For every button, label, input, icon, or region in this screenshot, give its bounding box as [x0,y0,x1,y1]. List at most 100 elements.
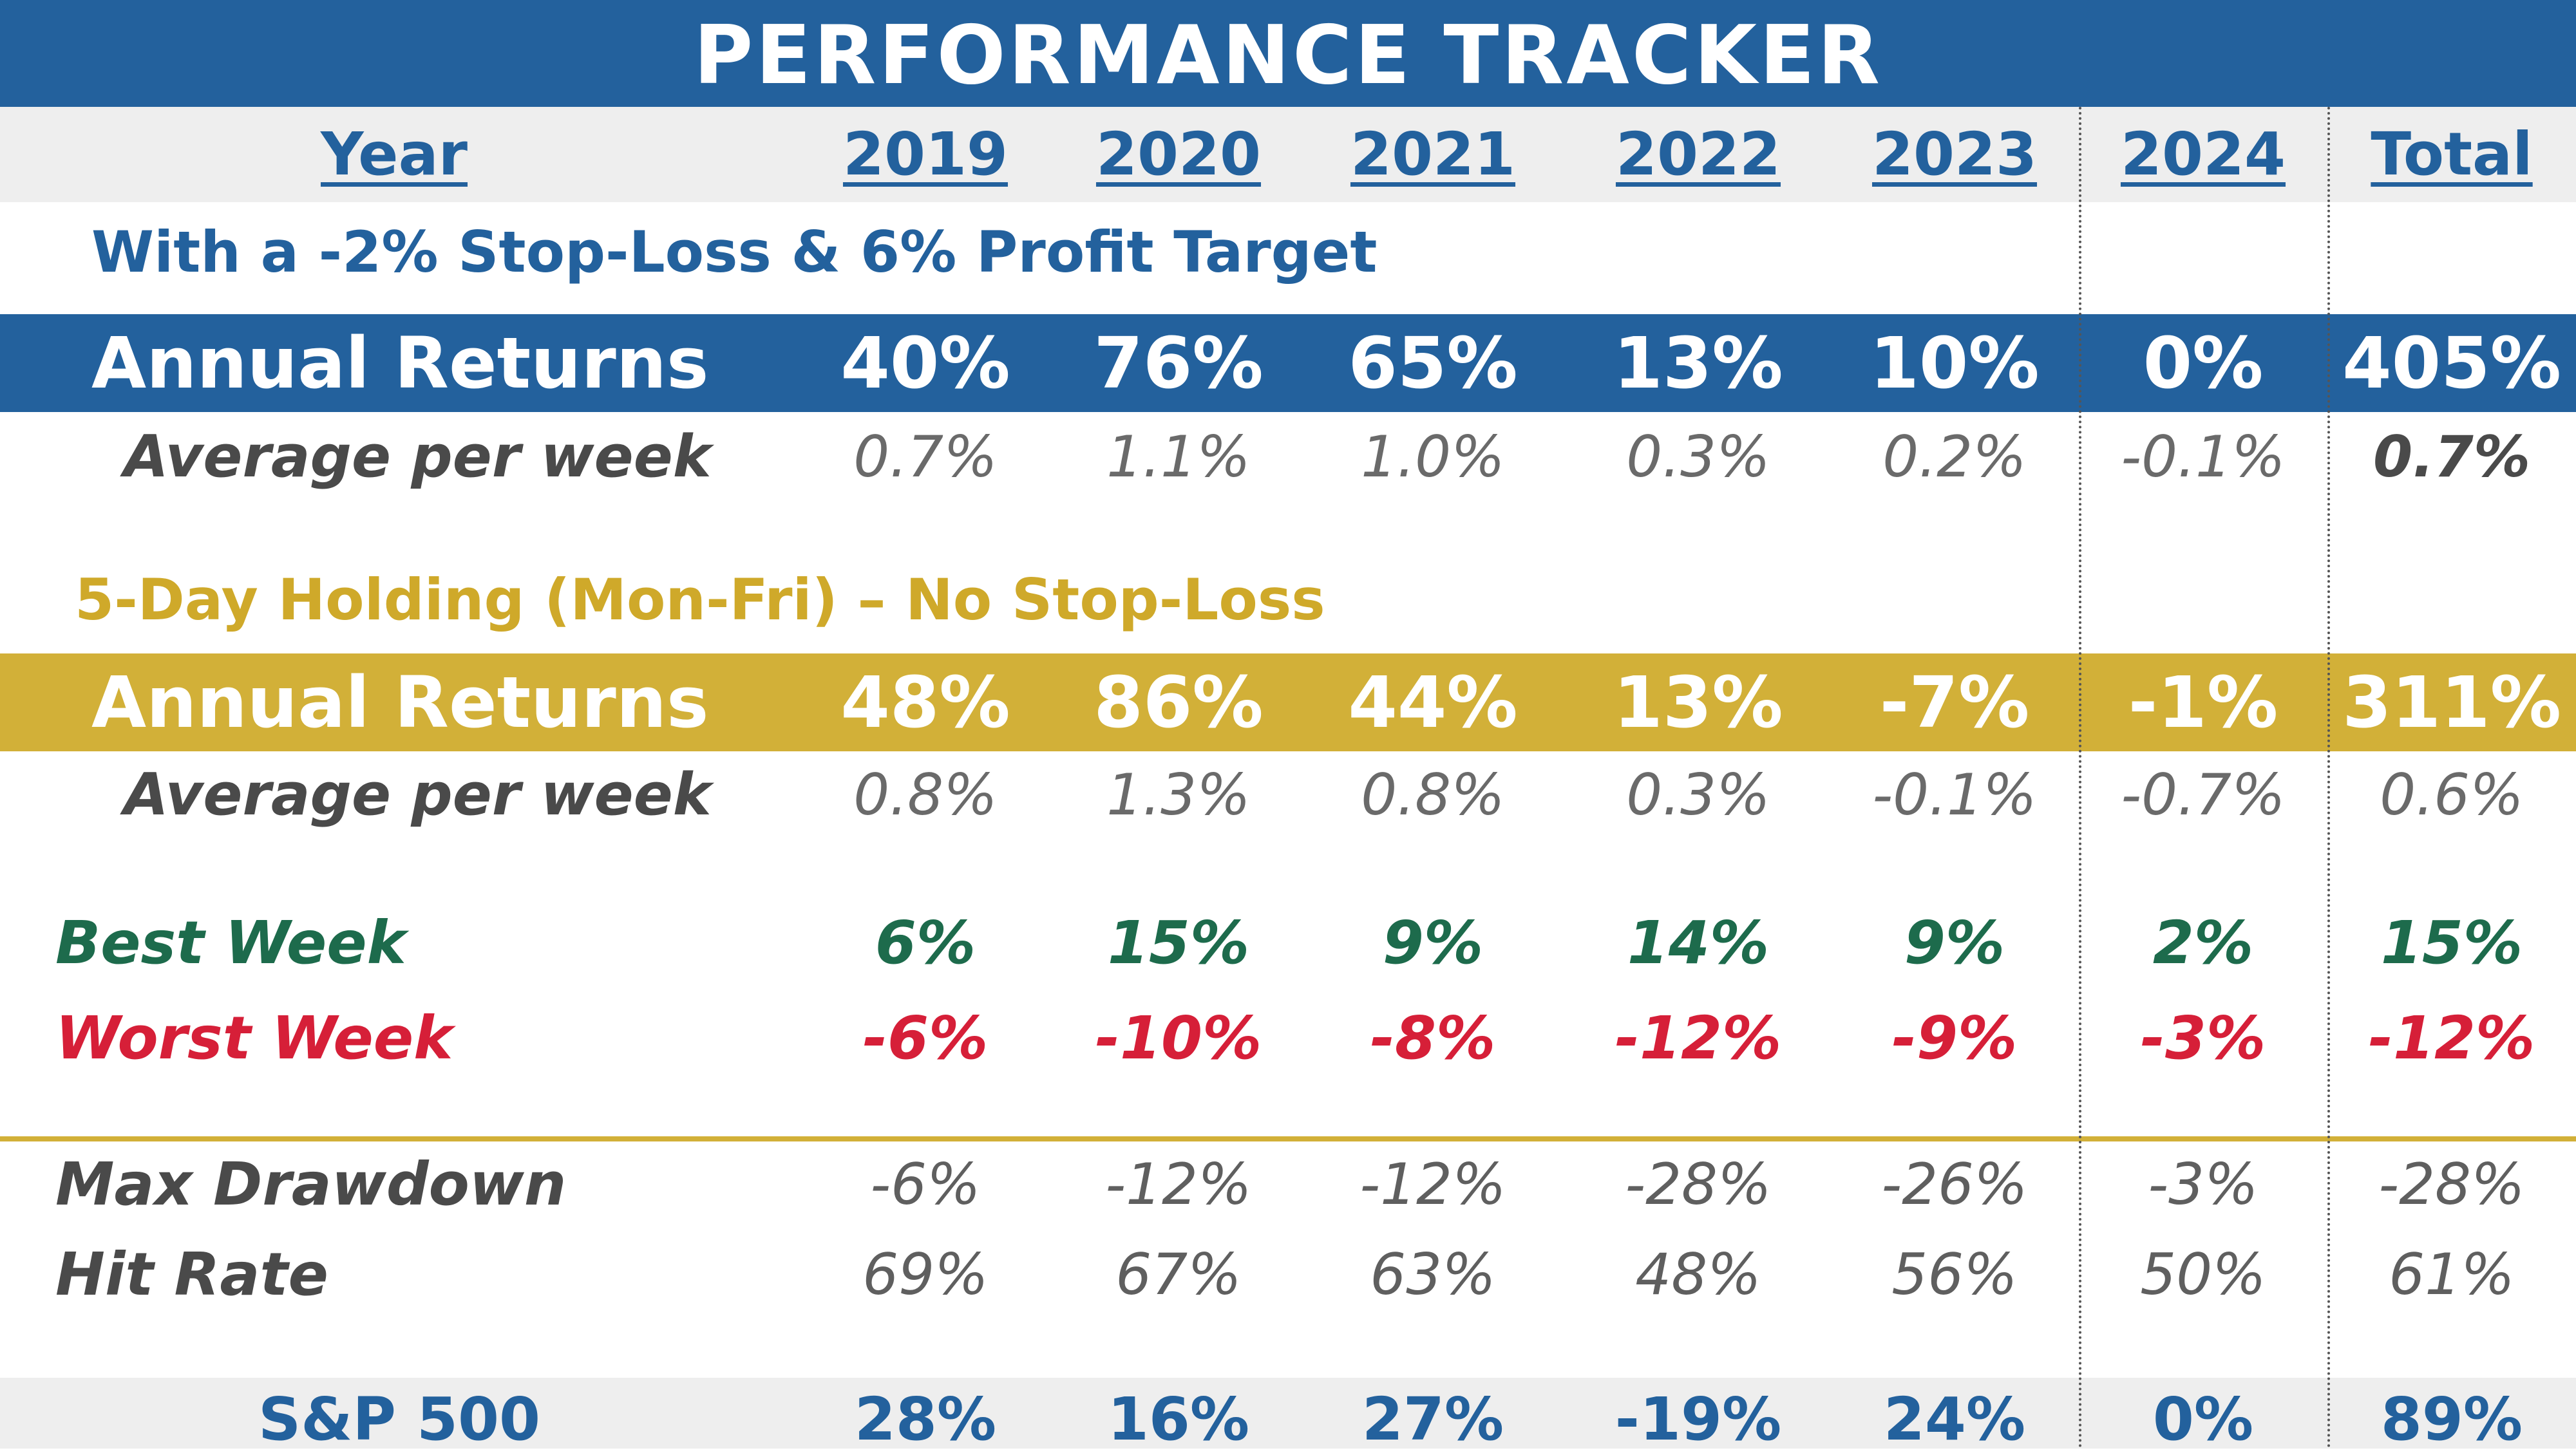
row-label: Average per week [124,761,712,829]
header-cell-total: Total [2371,120,2533,189]
cell-2024: -0.1% [2121,424,2286,490]
cell-2023: 0.2% [1882,424,2027,490]
stop-loss-returns-band [0,314,2576,412]
header-cell-2022: 2022 [1615,120,1781,189]
cell-total: 61% [2389,1241,2515,1308]
cell-2019: 48% [840,661,1010,744]
cell-2024: -3% [2140,1004,2266,1073]
page-title: PERFORMANCE TRACKER [693,8,1883,102]
cell-2024: -3% [2148,1151,2259,1217]
cell-total: 89% [2380,1385,2523,1454]
cell-2022: -12% [1615,1004,1782,1073]
cell-2024: 0% [2143,322,2264,404]
cell-2023: -0.1% [1872,762,2037,828]
cell-2020: 15% [1107,908,1250,977]
stop-loss-avg-row: Average per week 0.7% 1.1% 1.0% 0.3% 0.2… [0,415,2576,499]
row-label: Average per week [124,423,712,491]
row-label: Annual Returns [91,661,709,744]
cell-total: -12% [2368,1004,2535,1073]
cell-2020: 1.3% [1106,762,1251,828]
holding-returns-band [0,653,2576,751]
row-label: Annual Returns [91,322,709,404]
stop-loss-annual-row: Annual Returns 40% 76% 65% 13% 10% 0% 40… [0,314,2576,412]
cell-2021: 27% [1361,1385,1504,1454]
cell-2024: -0.7% [2121,762,2286,828]
header-cell-2020: 2020 [1095,120,1262,189]
cell-2021: 0.8% [1361,762,1505,828]
cell-2024: 0% [2152,1385,2254,1454]
cell-2023: -7% [1879,661,2030,744]
stop-loss-section-title: With a -2% Stop-Loss & 6% Profit Target [91,219,1378,285]
cell-2020: 1.1% [1106,424,1251,490]
sp500-band [0,1378,2576,1449]
cell-2024: 2% [2152,908,2254,977]
section-divider [0,1136,2576,1141]
cell-2022: 13% [1613,661,1783,744]
column-divider-2024 [2079,107,2081,1449]
cell-2019: -6% [862,1004,989,1073]
cell-2019: -6% [870,1151,981,1217]
max-drawdown-row: Max Drawdown -6% -12% -12% -28% -26% -3%… [0,1143,2576,1226]
holding-section-title: 5-Day Holding (Mon-Fri) – No Stop-Loss [75,567,1325,633]
cell-2022: 0.3% [1626,762,1770,828]
cell-total: 311% [2342,661,2561,744]
cell-2019: 0.8% [853,762,998,828]
cell-2020: 86% [1094,661,1264,744]
cell-2023: 9% [1904,908,2005,977]
header-band [0,107,2576,202]
sp500-row: S&P 500 28% 16% 27% -19% 24% 0% 89% [0,1384,2576,1455]
header-cell-2021: 2021 [1350,120,1516,189]
best-week-row: Best Week 6% 15% 9% 14% 9% 2% 15% [0,901,2576,985]
cell-2022: -19% [1615,1385,1782,1454]
cell-2023: -26% [1881,1151,2028,1217]
cell-2020: 76% [1094,322,1264,404]
row-label: S&P 500 [258,1385,540,1454]
holding-avg-row: Average per week 0.8% 1.3% 0.8% 0.3% -0.… [0,753,2576,837]
cell-2019: 69% [862,1241,989,1308]
cell-2022: 13% [1613,322,1783,404]
cell-2019: 28% [854,1385,997,1454]
cell-2019: 6% [875,908,976,977]
cell-2022: 14% [1627,908,1770,977]
cell-2021: 65% [1348,322,1518,404]
cell-2020: 67% [1115,1241,1242,1308]
cell-2023: -9% [1891,1004,2018,1073]
cell-total: 15% [2380,908,2523,977]
cell-2021: 1.0% [1361,424,1505,490]
worst-week-row: Worst Week -6% -10% -8% -12% -9% -3% -12… [0,997,2576,1080]
row-label: Worst Week [55,1004,453,1073]
cell-2022: -28% [1625,1151,1772,1217]
hit-rate-row: Hit Rate 69% 67% 63% 48% 56% 50% 61% [0,1233,2576,1317]
cell-2021: 9% [1382,908,1484,977]
cell-2021: 44% [1348,661,1518,744]
cell-2019: 40% [840,322,1010,404]
cell-2021: -12% [1359,1151,1506,1217]
row-label: Hit Rate [55,1240,328,1309]
cell-total: 0.7% [2372,424,2531,490]
cell-2023: 56% [1891,1241,2018,1308]
row-label: Max Drawdown [55,1150,567,1219]
cell-2022: 48% [1635,1241,1761,1308]
cell-2023: 24% [1883,1385,2026,1454]
cell-2023: 10% [1870,322,2040,404]
cell-total: -28% [2378,1151,2525,1217]
cell-total: 0.6% [2380,762,2524,828]
cell-2022: 0.3% [1626,424,1770,490]
cell-2024: -1% [2128,661,2278,744]
cell-total: 405% [2342,322,2561,404]
cell-2020: 16% [1107,1385,1250,1454]
header-cell-2024: 2024 [2120,120,2286,189]
holding-annual-row: Annual Returns 48% 86% 44% 13% -7% -1% 3… [0,653,2576,751]
title-bar: PERFORMANCE TRACKER [0,0,2576,107]
column-divider-total [2327,107,2330,1449]
header-row: Year 2019 2020 2021 2022 2023 2024 Total [0,107,2576,202]
cell-2020: -12% [1105,1151,1252,1217]
cell-2021: 63% [1370,1241,1496,1308]
header-cell-2023: 2023 [1871,120,2038,189]
cell-2020: -10% [1095,1004,1262,1073]
row-label: Best Week [55,908,406,977]
header-cell-2019: 2019 [842,120,1009,189]
year-header-label: Year [321,120,468,189]
cell-2024: 50% [2140,1241,2266,1308]
cell-2019: 0.7% [853,424,998,490]
